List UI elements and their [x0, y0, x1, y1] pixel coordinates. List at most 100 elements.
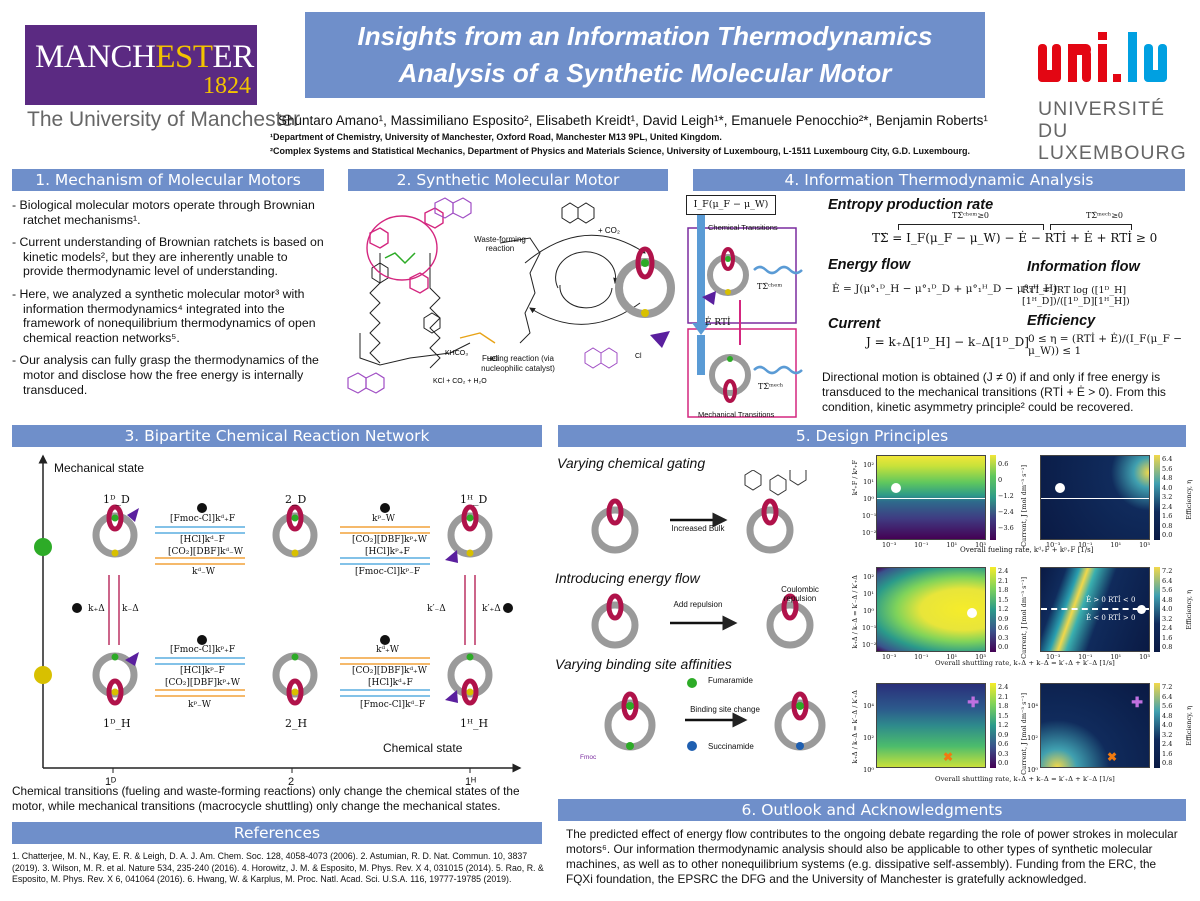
fmoc-cl-icon — [584, 347, 618, 369]
direction-icon-4 — [380, 635, 390, 645]
tsig-chem: TΣ̇ᶜʰᵉᵐ — [757, 282, 783, 291]
crn-caption: Chemical transitions (fueling and waste-… — [12, 784, 520, 813]
molecule-skeleton — [359, 237, 541, 369]
row2-arrow-label: Add repulsion — [673, 600, 723, 609]
row1-yticks: 10² 10¹ 10⁰ 10⁻¹ 10⁻² — [862, 461, 877, 537]
manchester-year: 1824 — [203, 73, 251, 99]
k-plus: k₊Δ — [88, 604, 105, 614]
heatmap-r1-efficiency — [1040, 455, 1150, 540]
succinamide-station — [459, 332, 496, 344]
row2-ylabel: k₊Δ / k₋Δ = k′₋Δ / k′₊Δ — [851, 575, 859, 649]
title-line-1: Insights from an Information Thermodynam… — [357, 21, 933, 51]
orange-marker: ✖ — [943, 750, 954, 764]
row3-ylabel: k₊Δ / k₋Δ = k′₋Δ / k′₊Δ — [851, 690, 859, 764]
entropy-brace-2 — [1050, 224, 1132, 230]
state-2D: 2_D — [285, 493, 307, 506]
fueling-label: Fueling reaction (via nucleophilic catal… — [481, 354, 555, 373]
row1-cbar-eff: Efficiency, η — [1185, 480, 1193, 520]
kp-plus: k′₊Δ — [482, 604, 501, 614]
fmoc-group — [347, 197, 472, 394]
ring-mech — [709, 354, 751, 403]
section-4-conclusion: Directional motion is obtained (J ≠ 0) i… — [822, 370, 1166, 414]
row1-title: Varying chemical gating — [557, 455, 706, 471]
ring-1DD — [92, 504, 139, 558]
waste-label: Waste-forming reaction — [474, 235, 526, 253]
purple-marker: ✚ — [967, 694, 979, 710]
mech-state-yellow — [34, 666, 52, 684]
ring-chem — [707, 247, 749, 296]
rate-t1a: [Fmoc-Cl]kᵈ₊F — [170, 514, 236, 524]
ring-1HD — [445, 504, 493, 563]
direction-icon-1 — [197, 503, 207, 513]
fumaramide-station — [384, 252, 416, 265]
row1-arrow-label: Increased Bulk — [671, 524, 725, 533]
energy-label: Energy flow — [828, 257, 911, 273]
rate-b1d: kᵖ₋W — [188, 700, 212, 710]
section-6-text: The predicted effect of energy flow cont… — [566, 827, 1178, 886]
rate-b2b: [CO₂][DBF]kᵈ₊W — [352, 666, 428, 676]
rate-b1a: [Fmoc-Cl]kᵖ₊F — [170, 645, 236, 655]
mech-trans-label: Mechanical Transitions — [698, 410, 775, 419]
row3-cbar-eff: Efficiency, η — [1185, 706, 1193, 746]
cb2-ticks: 2.4 2.1 1.8 1.5 1.2 0.9 0.6 0.3 0.0 — [998, 567, 1009, 651]
crn-x1: 1ᴰ — [105, 776, 117, 788]
affiliation-1: ¹Department of Chemistry, University of … — [270, 132, 722, 142]
cb1-ticks: 0.6 0 −1.2 −2.4 −3.6 — [998, 460, 1014, 532]
entropy-equation: TΣ̇ = I_F(μ_F − μ_W) − Ė − RTİ + Ė + RTİ… — [872, 231, 1158, 245]
affiliation-2: ²Complex Systems and Statistical Mechani… — [270, 146, 971, 156]
manchester-wordmark: MANCHESTER — [35, 39, 254, 75]
rate-b2c: [HCl]kᵈ₊F — [368, 678, 413, 688]
macrocycle-drawing — [366, 207, 444, 294]
bipartite-flow-diagram — [687, 215, 803, 418]
unilu-line-1: UNIVERSITÉ DU — [1038, 98, 1166, 142]
row1-xlabel: Overall fueling rate, kᵈ₊F + kᵖ₊F [1/s] — [960, 546, 1094, 554]
cb1e-ticks: 6.4 5.6 4.8 4.0 3.2 2.4 1.6 0.8 0.0 — [1162, 455, 1173, 539]
row2-note: Coulombic repulsion — [781, 585, 819, 603]
bullet-3: - Here, we analyzed a synthetic molecula… — [12, 286, 316, 345]
current-label: Current — [828, 316, 881, 332]
row1-left-ring — [591, 498, 639, 554]
section-1-bullets: - Biological molecular motors operate th… — [12, 198, 330, 405]
cb3-ticks: 2.4 2.1 1.8 1.5 1.2 0.9 0.6 0.3 0.0 — [998, 683, 1009, 767]
references-header: References — [12, 822, 542, 844]
row3-arrow-label: Binding site change — [690, 705, 760, 714]
dibenzofulvene-icon — [561, 202, 595, 224]
direction-icon-6 — [503, 603, 513, 613]
efficiency-label: Efficiency — [1027, 313, 1096, 329]
poster-title: Insights from an Information Thermodynam… — [305, 12, 985, 98]
row1-cbar-current: Current, J [mol dm⁻³ s⁻¹] — [1020, 465, 1028, 547]
chem-trans-label: Chemical Transitions — [708, 223, 778, 232]
khco3-label: KHCO₃ — [445, 350, 468, 357]
motor-ring-right — [615, 246, 675, 348]
section-5-header: 5. Design Principles — [558, 425, 1186, 447]
row1-xticks: 10⁻³ 10⁻¹ 10¹ 10³ — [882, 541, 986, 549]
colorbar-r1-current — [990, 455, 996, 540]
row2-cbar-current: Current, J [mol dm⁻³ s⁻¹] — [1020, 577, 1028, 659]
cl-label: Cl — [635, 353, 642, 360]
row3-xlabel: Overall shuttling rate, k₊Δ + k₋Δ = k′₊Δ… — [935, 775, 1115, 783]
current-equation: J = k₊Δ[1ᴰ_H] − k₋Δ[1ᴰ_D] — [866, 335, 1029, 349]
entropy-over-2: TΣ̇ᵐᵉᶜʰ≥0 — [1086, 211, 1124, 220]
orange-marker: ✖ — [1107, 750, 1118, 764]
cycle-arrow-2 — [559, 284, 613, 309]
rate-t1b: [HCl]kᵈ₋F — [180, 535, 225, 545]
section-3-header: 3. Bipartite Chemical Reaction Network — [12, 425, 542, 447]
tsig-mech: TΣ̇ᵐᵉᶜʰ — [758, 382, 784, 391]
row3-right-ring — [774, 691, 826, 751]
crn-x3: 1ᴴ — [465, 776, 476, 788]
crn-xlabel: Chemical state — [383, 741, 463, 755]
title-line-2: Analysis of a Synthetic Molecular Motor — [398, 58, 892, 88]
rate-t2c: [HCl]kᵖ₊F — [365, 547, 410, 557]
unilu-line-2: LUXEMBOURG — [1038, 142, 1187, 164]
heatmap-r1-current — [876, 455, 986, 540]
row3-left-ring — [604, 691, 656, 751]
section-6-header: 6. Outlook and Acknowledgments — [558, 799, 1186, 821]
row2-xlabel: Overall shuttling rate, k₊Δ + k₋Δ = k′₊Δ… — [935, 659, 1115, 667]
heatmap-r3-efficiency: ✚ ✖ — [1040, 683, 1150, 768]
state-1HD: 1ᴴ_D — [460, 493, 488, 506]
row1-ylabel: kᵈ₊F / kᵖ₊F — [851, 460, 859, 496]
colorbar-r2-current — [990, 567, 996, 652]
colorbar-r1-eff — [1154, 455, 1160, 540]
crn-ylabel: Mechanical state — [54, 461, 145, 475]
rate-t2b: [CO₂][DBF]kᵖ₊W — [352, 535, 428, 545]
